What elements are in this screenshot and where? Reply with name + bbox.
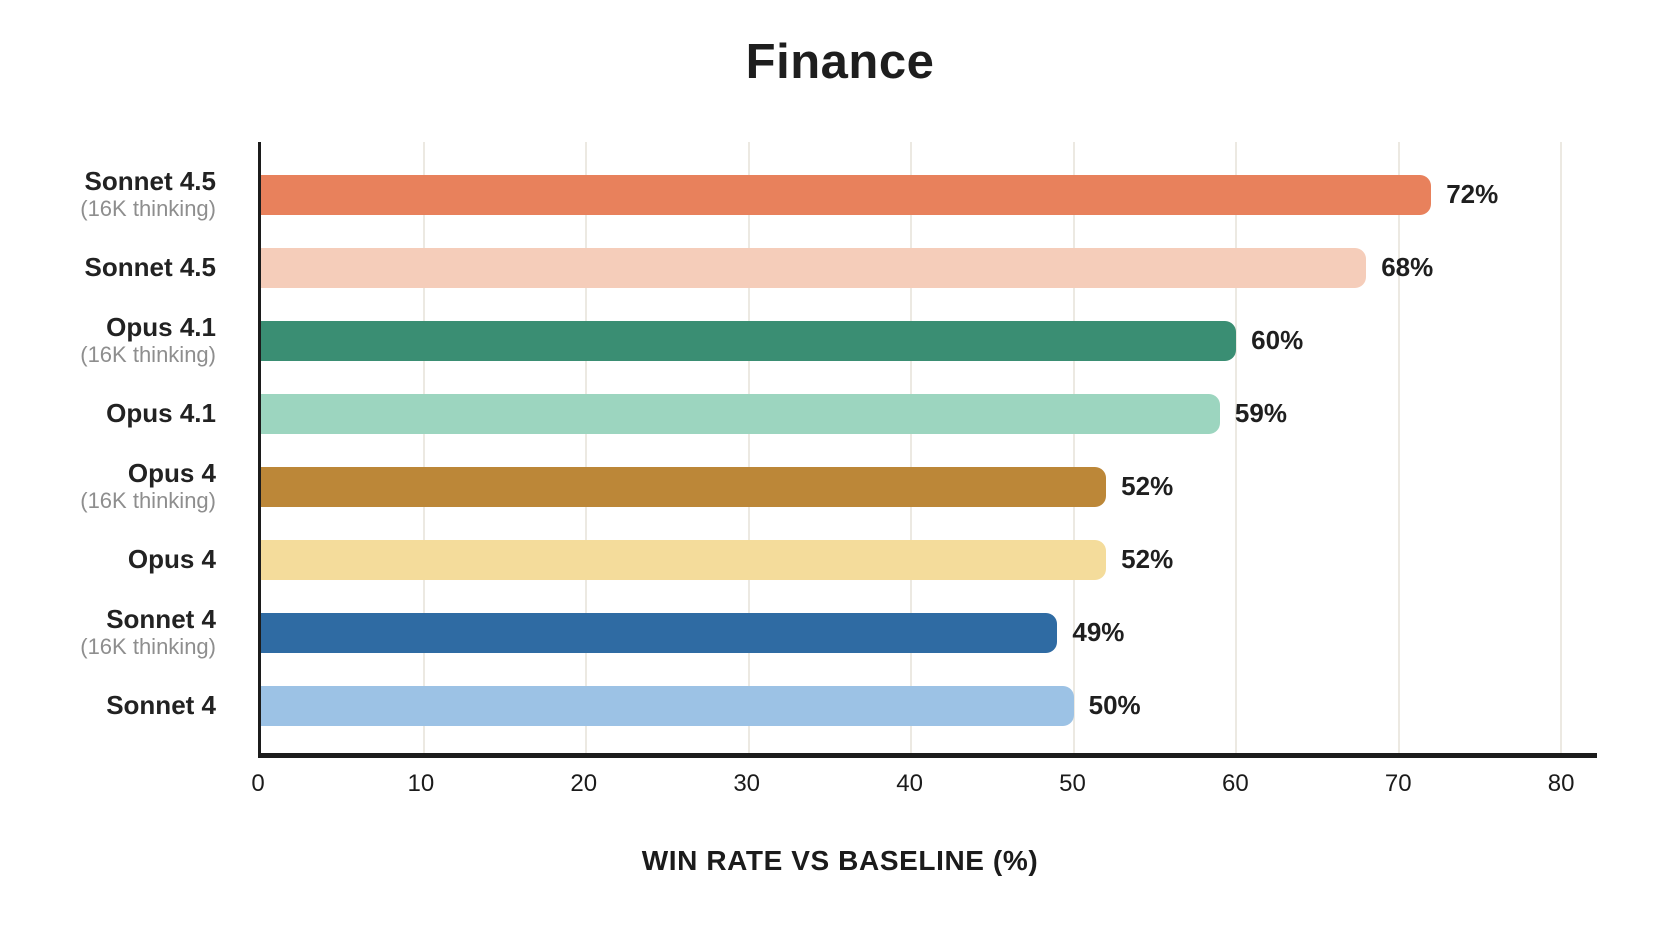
x-tick-label-30: 30 bbox=[733, 770, 761, 797]
x-tick-label-70: 70 bbox=[1384, 770, 1412, 797]
category-sublabel: (16K thinking) bbox=[80, 196, 216, 222]
bar bbox=[261, 247, 1367, 288]
category-sublabel: (16K thinking) bbox=[80, 634, 216, 660]
plot-area: 72% 68% 60% 59% 52% 52% 49% 50% bbox=[258, 142, 1597, 758]
category-label: Sonnet 4.5 bbox=[84, 251, 216, 282]
bar bbox=[261, 612, 1058, 653]
bar bbox=[261, 539, 1107, 580]
category-label: Opus 4 bbox=[127, 543, 216, 574]
bar-row: 52% bbox=[261, 450, 1597, 523]
gridline-30 bbox=[747, 142, 750, 753]
bar bbox=[261, 320, 1237, 361]
bar bbox=[261, 174, 1432, 215]
bar bbox=[261, 466, 1107, 507]
bar-value-label: 52% bbox=[1121, 471, 1174, 501]
bar bbox=[261, 685, 1074, 726]
category-label: Sonnet 4.5 bbox=[84, 166, 216, 197]
category-label: Sonnet 4 bbox=[106, 604, 216, 635]
bar-row: 60% bbox=[261, 304, 1597, 377]
category-labels: Sonnet 4.5 (16K thinking) Sonnet 4.5 Opus 4… bbox=[0, 142, 216, 758]
category-sublabel: (16K thinking) bbox=[80, 488, 216, 514]
x-axis-label: WIN RATE VS BASELINE (%) bbox=[641, 845, 1039, 876]
bar-value-label: 60% bbox=[1251, 325, 1304, 355]
bar-row: 72% bbox=[261, 158, 1597, 231]
x-tick-label-20: 20 bbox=[570, 770, 598, 797]
bar-rows: 72% 68% 60% 59% 52% 52% 49% 50% bbox=[261, 142, 1597, 753]
x-tick-label-40: 40 bbox=[896, 770, 923, 797]
bar-row: 49% bbox=[261, 596, 1597, 669]
category-label: Opus 4.1 bbox=[106, 312, 216, 343]
category-label-row: Sonnet 4.5 (16K thinking) bbox=[0, 158, 216, 231]
category-label-row: Sonnet 4.5 bbox=[0, 231, 216, 304]
x-tick-label-60: 60 bbox=[1222, 770, 1249, 797]
bar-value-label: 59% bbox=[1234, 398, 1287, 428]
bar-value-label: 68% bbox=[1381, 252, 1434, 282]
chart-title: Finance bbox=[745, 35, 935, 89]
bar-row: 59% bbox=[261, 377, 1597, 450]
category-label: Opus 4.1 bbox=[106, 397, 216, 428]
bar bbox=[261, 393, 1220, 434]
x-axis-ticks: 0 10 20 30 40 50 60 70 80 bbox=[251, 770, 1597, 802]
category-label-row: Opus 4 (16K thinking) bbox=[0, 450, 216, 523]
bar-row: 50% bbox=[261, 669, 1597, 742]
bar-row: 52% bbox=[261, 523, 1597, 596]
bar-row: 68% bbox=[261, 231, 1597, 304]
category-label-row: Sonnet 4 bbox=[0, 669, 216, 742]
bar-value-label: 72% bbox=[1446, 179, 1499, 209]
category-label: Sonnet 4 bbox=[106, 689, 216, 720]
x-tick-label-10: 10 bbox=[407, 770, 435, 797]
x-tick-label-80: 80 bbox=[1547, 770, 1575, 797]
bar-value-label: 49% bbox=[1072, 617, 1125, 647]
category-label-row: Opus 4.1 bbox=[0, 377, 216, 450]
category-label-row: Opus 4 bbox=[0, 523, 216, 596]
category-label-row: Opus 4.1 (16K thinking) bbox=[0, 304, 216, 377]
gridline-70 bbox=[1397, 142, 1400, 753]
gridline-20 bbox=[585, 142, 588, 753]
category-sublabel: (16K thinking) bbox=[80, 342, 216, 368]
bar-value-label: 52% bbox=[1121, 544, 1174, 574]
gridline-40 bbox=[910, 142, 913, 753]
bar-value-label: 50% bbox=[1088, 690, 1141, 720]
category-label: Opus 4 bbox=[127, 458, 216, 489]
category-label-row: Sonnet 4 (16K thinking) bbox=[0, 596, 216, 669]
gridline-10 bbox=[422, 142, 425, 753]
gridline-80 bbox=[1560, 142, 1563, 753]
x-tick-label-50: 50 bbox=[1059, 770, 1086, 797]
x-tick-label-0: 0 bbox=[251, 770, 265, 797]
gridline-60 bbox=[1235, 142, 1238, 753]
gridline-50 bbox=[1072, 142, 1075, 753]
